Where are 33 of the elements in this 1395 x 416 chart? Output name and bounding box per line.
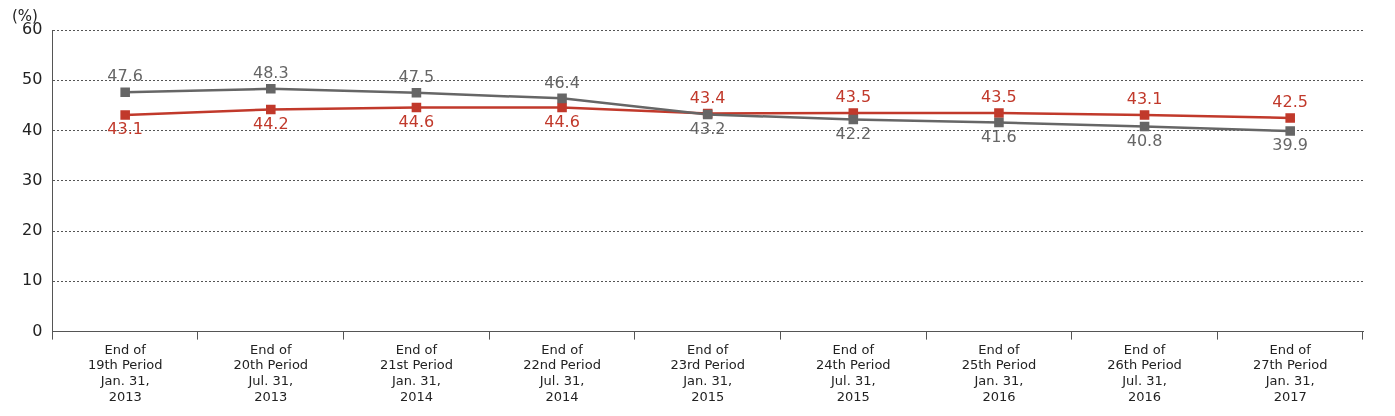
x-tick-label: End of 19th Period Jan. 31, 2013 (87, 341, 163, 404)
x-tick-label: End of 27th Period Jan. 31, 2017 (1252, 341, 1328, 404)
data-label: 43.5 (981, 87, 1017, 107)
data-label: 48.3 (252, 62, 289, 82)
y-tick-label: 10 (22, 270, 43, 290)
y-tick-label: 30 (22, 169, 43, 189)
data-label: 47.5 (398, 66, 435, 86)
x-tick-label: End of 20th Period Jul. 31, 2013 (233, 341, 309, 404)
y-tick-label: 0 (32, 320, 43, 340)
x-tick-label: End of 22nd Period Jul. 31, 2014 (523, 341, 601, 404)
y-tick-label: 40 (22, 119, 43, 139)
data-label: 40.8 (1126, 130, 1163, 150)
data-label: 41.6 (981, 126, 1017, 146)
x-tick-label: End of 24th Period Jul. 31, 2015 (816, 341, 891, 404)
y-tick-label: 20 (22, 220, 43, 240)
data-label: 43.1 (1126, 89, 1163, 109)
y-tick-label: 50 (22, 69, 43, 89)
data-label: 44.2 (252, 113, 289, 133)
data-label: 39.9 (1272, 135, 1308, 155)
x-tick-label: End of 21st Period Jan. 31, 2014 (379, 341, 453, 404)
data-label: 43.5 (835, 87, 872, 107)
data-label: 42.5 (1272, 92, 1308, 112)
data-label: 43.4 (689, 87, 726, 107)
data-label: 43.1 (107, 119, 143, 139)
data-label: 47.6 (107, 66, 143, 86)
data-label: 44.6 (398, 111, 435, 131)
data-label: 44.6 (544, 111, 580, 131)
x-tick-label: End of 26th Period Jul. 31, 2016 (1107, 341, 1182, 404)
data-label: 42.2 (835, 123, 872, 143)
x-tick-label: End of 23rd Period Jan. 31, 2015 (670, 341, 745, 404)
data-label: 43.2 (689, 118, 726, 138)
data-label: 46.4 (544, 72, 580, 92)
x-tick-label: End of 25th Period Jan. 31, 2016 (961, 341, 1037, 404)
